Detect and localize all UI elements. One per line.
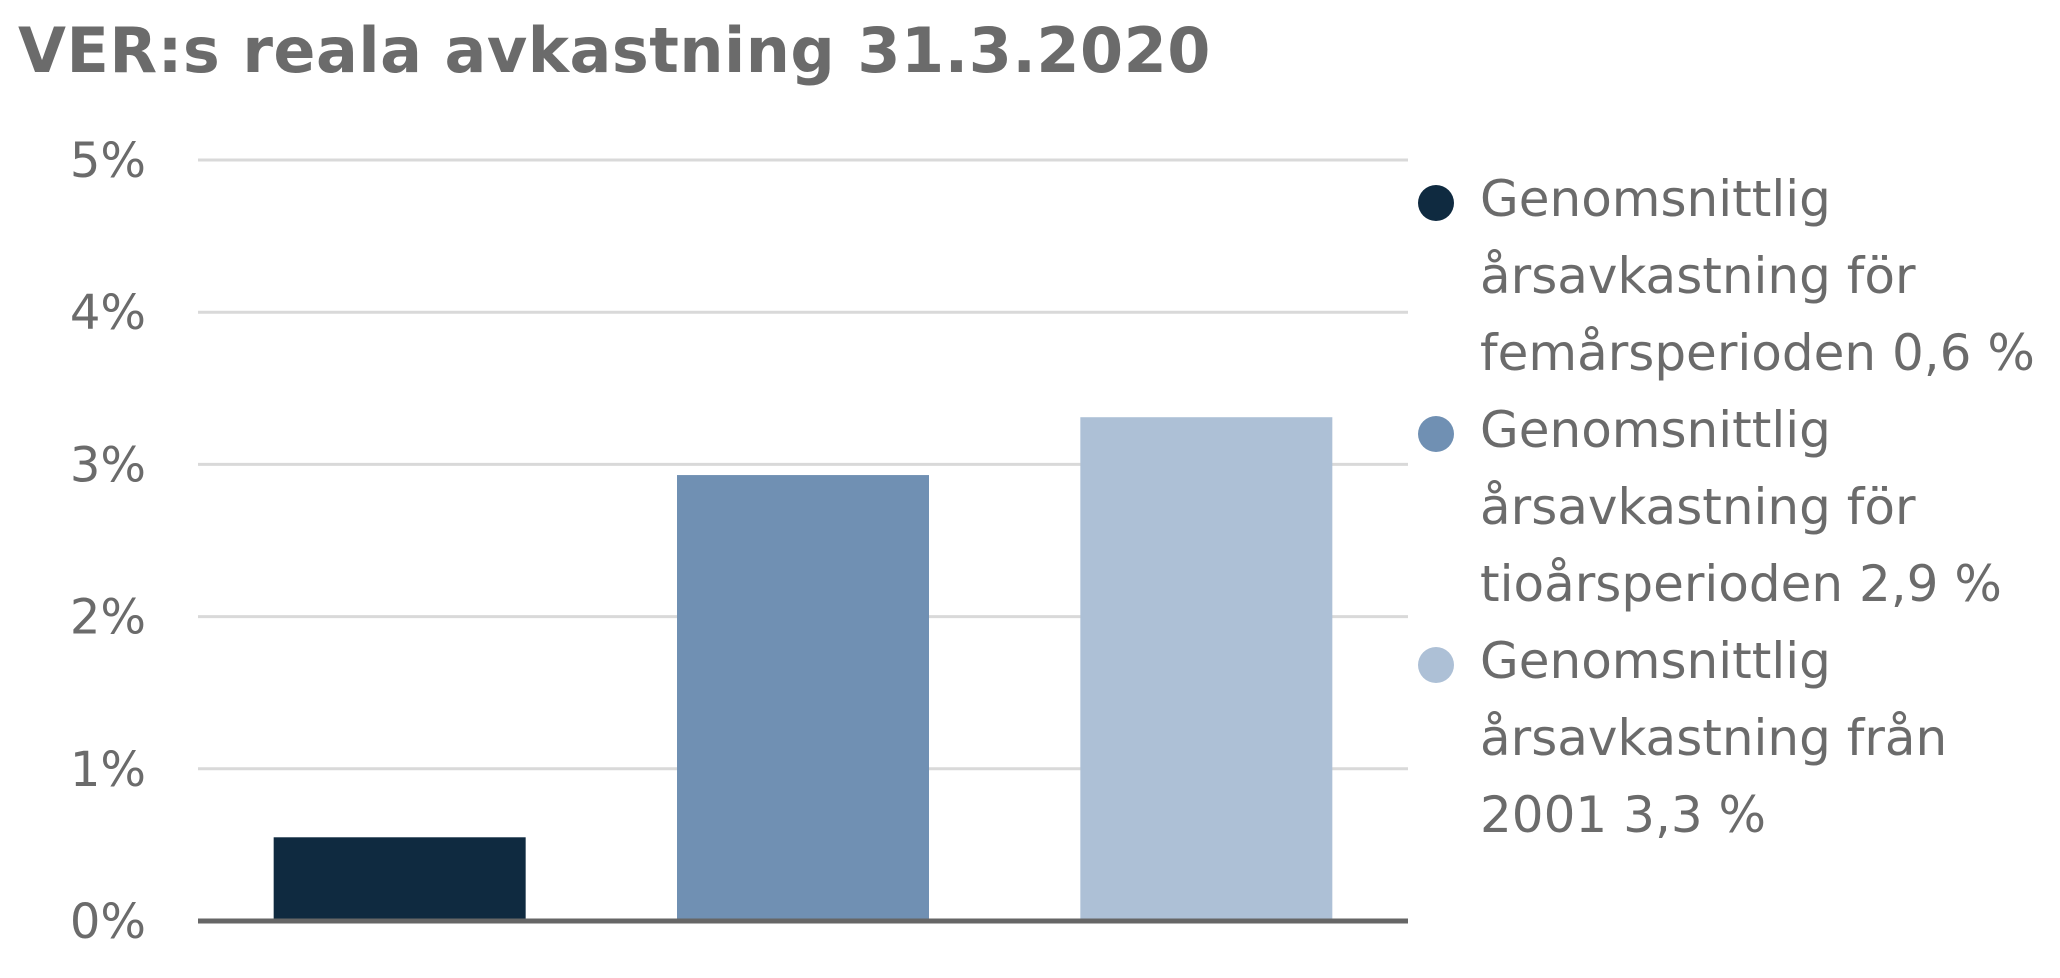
legend-label: Genomsnittlig årsavkastning för femårspe… <box>1480 170 2035 382</box>
y-tick-label: 0% <box>70 894 146 950</box>
legend-label: Genomsnittlig årsavkastning för tioårspe… <box>1480 401 2002 613</box>
legend-swatch-icon <box>1418 185 1454 221</box>
legend-swatch-icon <box>1418 416 1454 452</box>
y-tick-label: 3% <box>70 437 146 493</box>
legend-item: Genomsnittlig årsavkastning från 2001 3,… <box>1418 632 2058 854</box>
bar <box>1080 417 1333 921</box>
legend-swatch-icon <box>1418 647 1454 683</box>
bar <box>677 475 929 921</box>
y-tick-label: 5% <box>70 133 146 189</box>
y-tick-label: 2% <box>70 590 146 646</box>
legend: Genomsnittlig årsavkastning för femårspe… <box>1418 170 2058 868</box>
chart-title: VER:s reala avkastning 31.3.2020 <box>18 14 1211 87</box>
y-tick-label: 4% <box>70 285 146 341</box>
legend-item: Genomsnittlig årsavkastning för tioårspe… <box>1418 401 2058 623</box>
legend-item: Genomsnittlig årsavkastning för femårspe… <box>1418 170 2058 392</box>
bar <box>273 837 526 921</box>
y-tick-label: 1% <box>70 742 146 798</box>
legend-label: Genomsnittlig årsavkastning från 2001 3,… <box>1480 632 1948 844</box>
